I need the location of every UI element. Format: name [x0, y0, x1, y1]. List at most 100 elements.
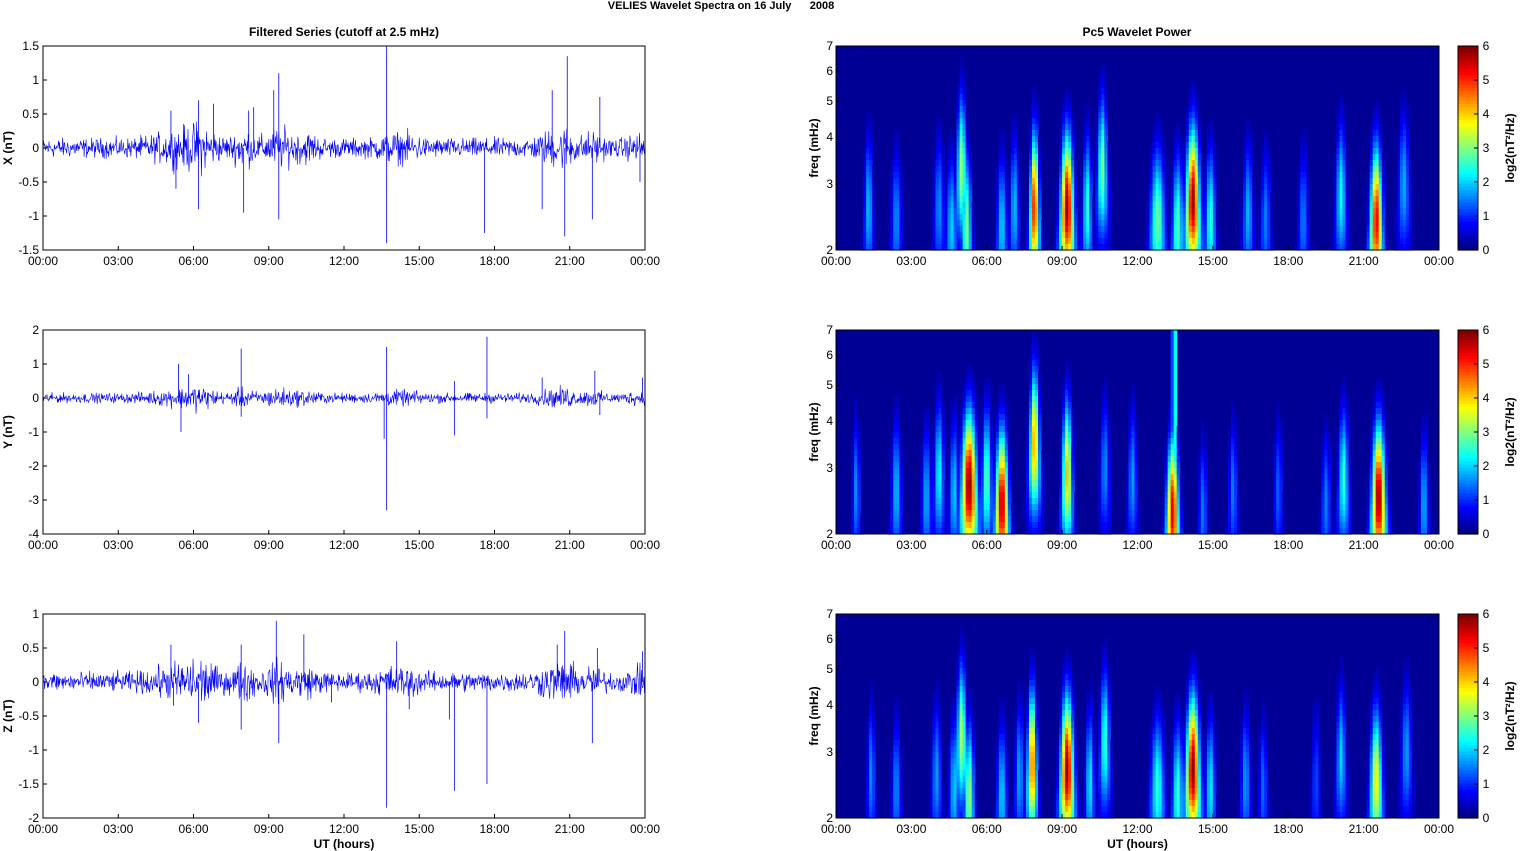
heat-cell-y-power [983, 432, 988, 439]
heat-cell-z-power [1173, 716, 1178, 723]
heat-cell-x-power [1345, 238, 1350, 245]
heat-cell-x-power [938, 226, 943, 233]
heat-cell-x-power [1161, 214, 1166, 221]
heat-cell-x-power [1007, 202, 1012, 209]
heat-cell-y-power [1101, 450, 1105, 457]
heat-cell-y-power [1381, 480, 1386, 487]
heat-cell-x-power [1167, 244, 1172, 251]
heat-cell-z-power [1191, 668, 1196, 675]
heat-cell-z-power [1028, 650, 1033, 657]
heat-cell-x-power [1405, 226, 1410, 233]
heat-cell-x-power [890, 232, 894, 239]
heat-cell-x-power [899, 178, 903, 185]
heat-cell-x-power [872, 214, 876, 221]
heat-cell-x-power [1104, 190, 1108, 197]
heat-cell-y-power [980, 498, 985, 505]
heat-cell-x-power [1402, 142, 1407, 149]
heat-cell-y-power [1176, 492, 1181, 499]
heat-cell-y-power [1330, 528, 1335, 535]
heat-cell-y-power [1230, 528, 1235, 535]
heat-cell-x-power [1240, 232, 1244, 239]
heat-cell-y-power [1203, 462, 1208, 469]
heat-cell-y-power [974, 498, 979, 505]
heat-cell-x-power [1010, 136, 1015, 143]
heat-cell-x-power [1399, 244, 1404, 251]
heat-cell-x-power [1303, 208, 1307, 215]
heat-cell-x-power [1095, 124, 1099, 131]
heat-cell-x-power [995, 190, 1000, 197]
heat-cell-x-power [1182, 196, 1187, 203]
heat-cell-y-power [1025, 438, 1030, 445]
heat-cell-y-power [1339, 426, 1344, 433]
heat-cell-x-power [1010, 226, 1015, 233]
heat-cell-y-power [1131, 408, 1136, 415]
heat-cell-y-power [1068, 480, 1072, 487]
heat-cell-x-power [1013, 172, 1018, 179]
colorbar-swatch [1458, 154, 1478, 159]
heat-cell-x-power [1197, 118, 1202, 125]
heat-cell-y-power [1170, 378, 1175, 385]
heat-cell-z-power [1101, 650, 1105, 657]
heat-cell-x-power [1071, 226, 1075, 233]
heat-cell-x-power [893, 244, 897, 251]
heat-cell-y-power [1372, 516, 1377, 523]
heat-cell-y-power [935, 468, 940, 475]
heat-cell-y-power [1381, 432, 1386, 439]
heat-cell-y-power [1339, 396, 1344, 403]
heat-cell-y-power [1423, 504, 1428, 511]
heat-cell-x-power [1369, 178, 1374, 185]
heat-cell-y-power [1426, 516, 1431, 523]
heat-cell-y-power [968, 516, 973, 523]
heat-cell-y-power [1034, 468, 1039, 475]
colorbar-swatch [1458, 505, 1478, 510]
heat-cell-x-power [1249, 190, 1253, 197]
heat-cell-y-power [1233, 414, 1238, 421]
heat-cell-x-power [1264, 238, 1268, 245]
heat-cell-y-power [1176, 450, 1181, 457]
heat-cell-x-power [1152, 154, 1157, 161]
colorbar-swatch [1458, 237, 1478, 242]
heat-cell-y-power [995, 516, 1000, 523]
heat-cell-y-power [1025, 510, 1030, 517]
heat-cell-x-power [956, 106, 961, 113]
heat-cell-y-power [986, 480, 991, 487]
colorbar-swatch [1458, 361, 1478, 366]
heat-cell-x-power [1028, 136, 1033, 143]
heat-cell-x-power [1306, 238, 1310, 245]
heat-cell-y-power [968, 390, 973, 397]
heat-cell-y-power [893, 408, 897, 415]
heat-cell-y-power [962, 480, 967, 487]
heat-cell-y-power [1372, 528, 1377, 535]
heat-cell-x-power [1104, 214, 1108, 221]
heat-cell-y-power [929, 522, 934, 529]
heat-cell-x-power [1176, 172, 1181, 179]
heat-cell-y-power [1206, 504, 1211, 511]
heat-cell-y-power [1170, 372, 1175, 379]
heat-cell-x-power [1408, 226, 1413, 233]
heat-cell-x-power [1056, 238, 1060, 245]
heat-cell-y-power [959, 420, 964, 427]
heat-cell-y-power [1062, 492, 1066, 499]
heat-cell-y-power [1038, 444, 1042, 451]
heat-cell-y-power [1173, 516, 1178, 523]
heat-cell-z-power [869, 716, 873, 723]
heat-cell-x-power [935, 208, 940, 215]
heat-cell-y-power [1426, 498, 1431, 505]
heat-cell-x-power [965, 160, 970, 167]
heat-cell-y-power [938, 384, 943, 391]
heat-cell-y-power [929, 444, 934, 451]
heat-cell-x-power [1267, 244, 1271, 251]
heat-cell-y-power [968, 396, 973, 403]
heat-cell-x-power [1152, 148, 1157, 155]
heat-cell-x-power [1031, 136, 1036, 143]
heat-cell-y-power [1381, 516, 1386, 523]
heat-cell-y-power [938, 372, 943, 379]
heat-cell-x-power [968, 196, 973, 203]
heat-cell-y-power [1384, 444, 1389, 451]
heat-cell-y-power [968, 426, 973, 433]
heat-cell-x-power [1161, 166, 1166, 173]
heat-cell-x-power [1062, 226, 1066, 233]
heat-cell-x-power [1095, 160, 1099, 167]
heat-cell-y-power [1071, 528, 1075, 535]
